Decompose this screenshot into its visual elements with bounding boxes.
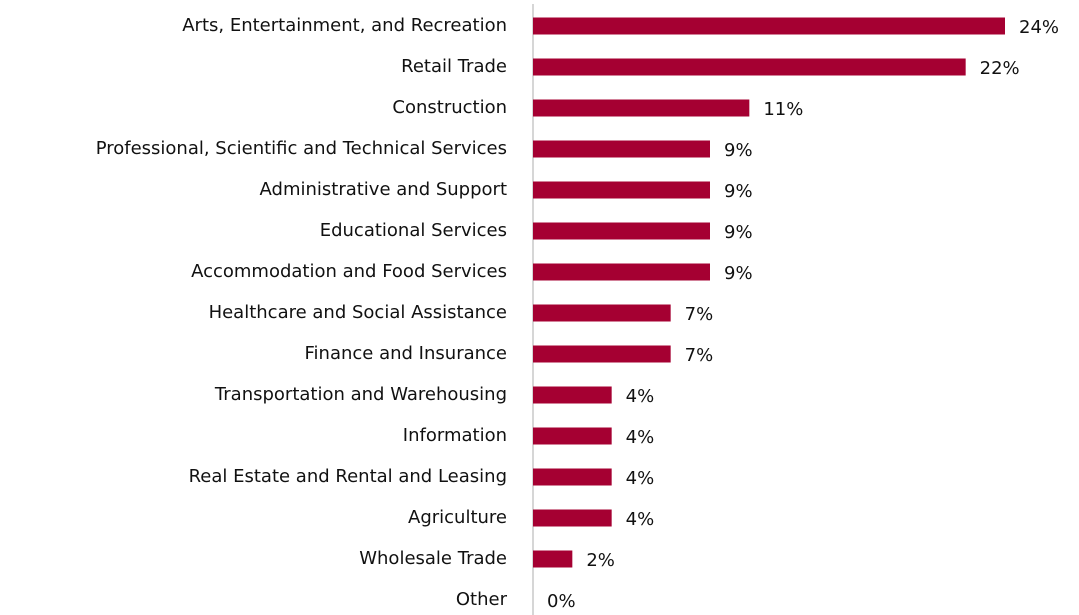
bar — [533, 140, 710, 158]
data-label: 2% — [586, 550, 615, 571]
data-label: 9% — [724, 181, 753, 202]
data-label: 9% — [724, 263, 753, 284]
category-label: Healthcare and Social Assistance — [209, 302, 507, 323]
bar — [533, 304, 671, 322]
bar — [533, 99, 750, 117]
category-label: Retail Trade — [401, 56, 507, 77]
data-label: 24% — [1019, 17, 1059, 38]
data-label: 22% — [980, 58, 1020, 79]
category-label: Transportation and Warehousing — [214, 384, 507, 405]
data-label: 9% — [724, 140, 753, 161]
category-label: Wholesale Trade — [359, 548, 507, 569]
bar — [533, 550, 573, 568]
bar — [533, 345, 671, 363]
bar — [533, 468, 612, 486]
data-label: 11% — [763, 99, 803, 120]
bar — [533, 222, 710, 240]
bar — [533, 386, 612, 404]
data-label: 4% — [626, 509, 655, 530]
category-label: Educational Services — [320, 220, 507, 241]
bar — [533, 181, 710, 199]
category-label: Construction — [392, 97, 507, 118]
category-label: Administrative and Support — [260, 179, 507, 200]
category-label: Finance and Insurance — [305, 343, 507, 364]
bar — [533, 509, 612, 527]
bar — [533, 58, 966, 76]
category-label: Accommodation and Food Services — [191, 261, 507, 282]
data-label: 7% — [685, 304, 714, 325]
data-label: 4% — [626, 386, 655, 407]
category-label: Other — [456, 589, 508, 610]
data-label: 4% — [626, 427, 655, 448]
category-label: Real Estate and Rental and Leasing — [189, 466, 507, 487]
bar — [533, 427, 612, 445]
data-label: 4% — [626, 468, 655, 489]
category-label: Information — [403, 425, 507, 446]
category-label: Professional, Scientific and Technical S… — [96, 138, 507, 159]
category-label: Agriculture — [408, 507, 507, 528]
bar — [533, 263, 710, 281]
data-label: 7% — [685, 345, 714, 366]
bar — [533, 17, 1005, 35]
data-label: 0% — [547, 591, 576, 612]
data-label: 9% — [724, 222, 753, 243]
category-label: Arts, Entertainment, and Recreation — [182, 15, 507, 36]
